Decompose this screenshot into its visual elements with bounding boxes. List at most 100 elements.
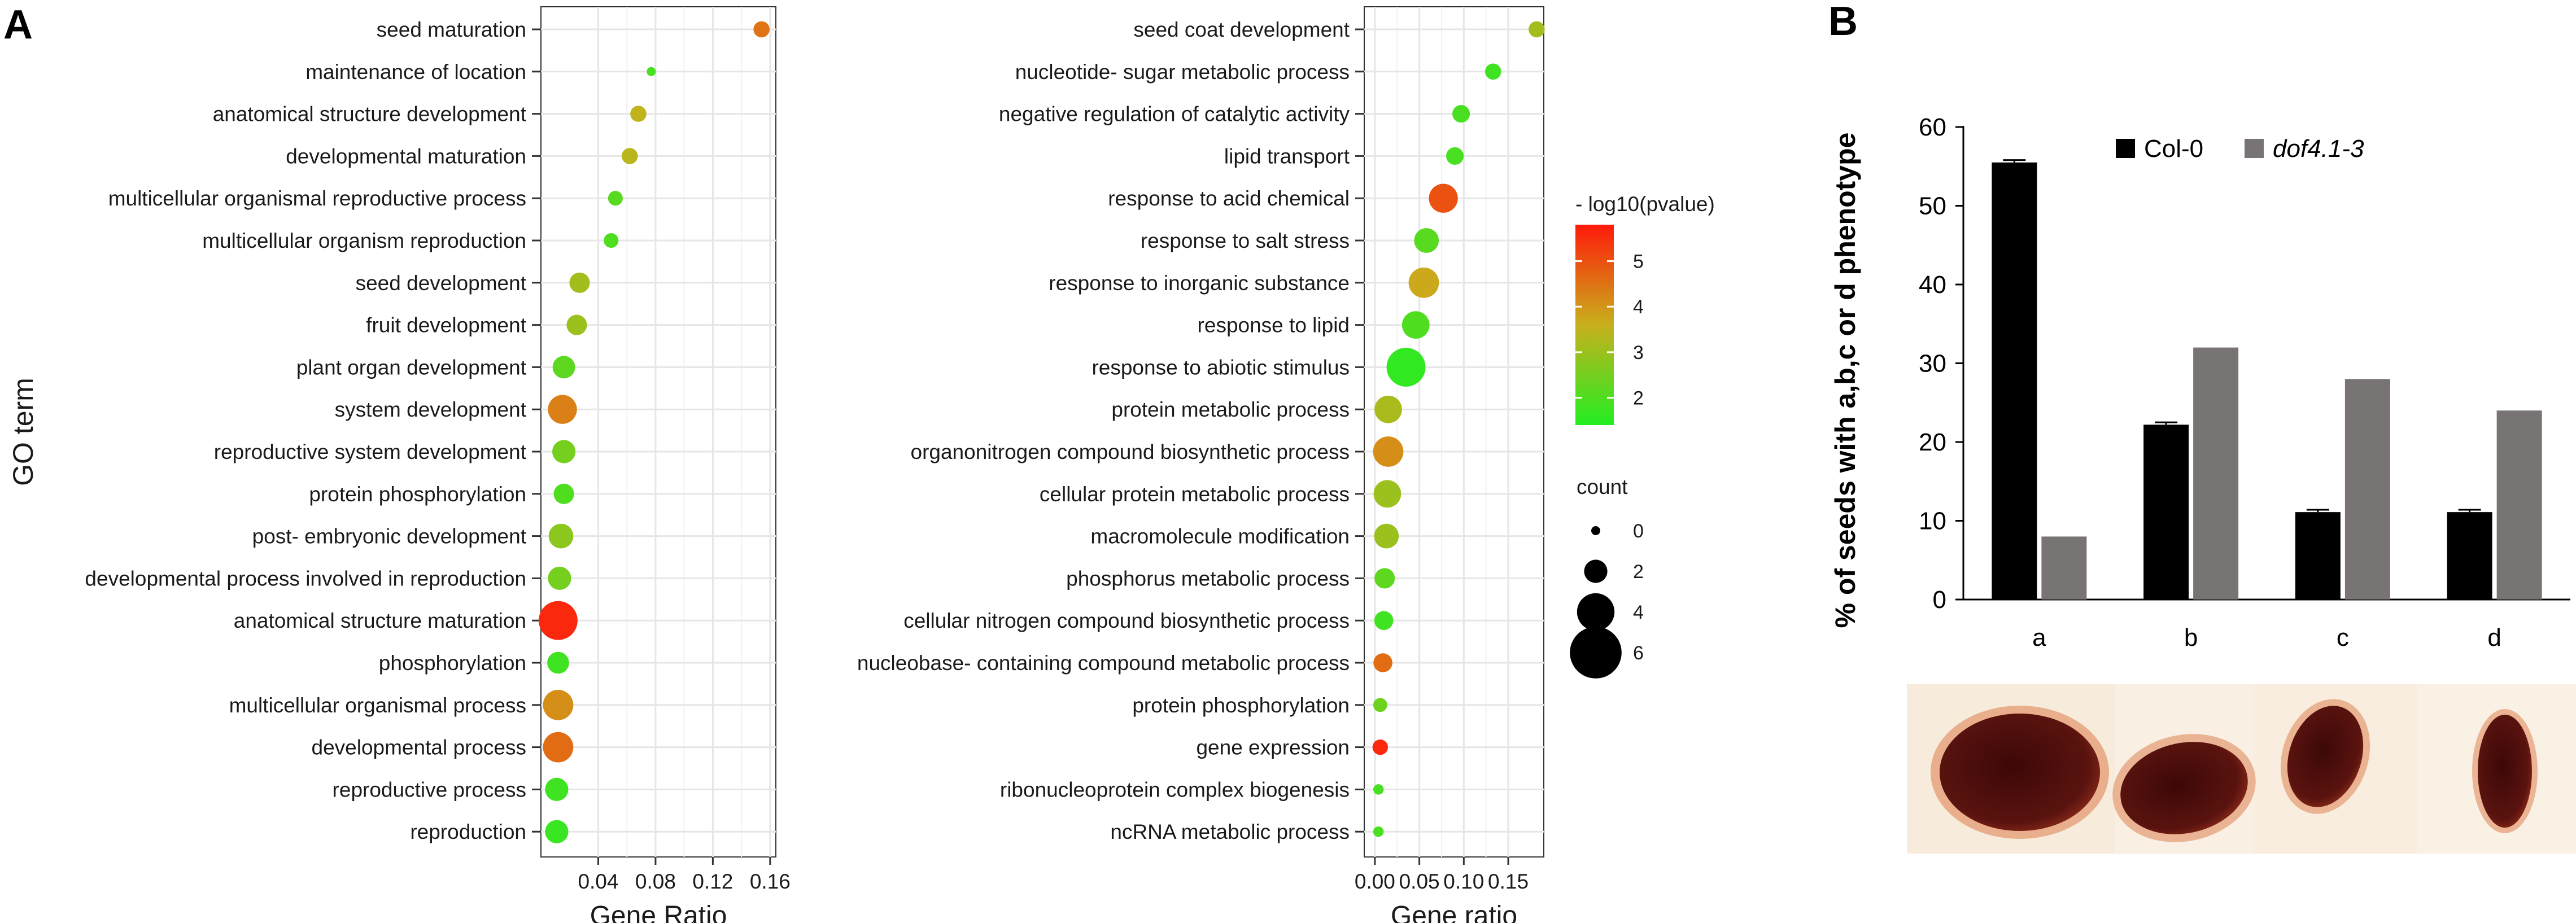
go-term-label: response to abiotic stimulus — [1091, 356, 1350, 379]
colorbar-tick-label: 5 — [1633, 251, 1644, 273]
go-point — [1414, 228, 1439, 253]
go-point — [647, 67, 656, 76]
go-point — [569, 272, 590, 293]
bar-category-label: a — [2032, 624, 2046, 651]
go-point — [1529, 21, 1545, 38]
go-point — [543, 689, 574, 720]
go-term-label: phosphorus metabolic process — [1066, 567, 1350, 590]
go-bubble-chart-right: seed coat development nucleotide- sugar m… — [857, 6, 1545, 923]
size-legend-label: 2 — [1633, 561, 1644, 583]
go-term-label: seed maturation — [377, 18, 526, 41]
go-term-label: response to salt stress — [1141, 229, 1350, 252]
bar-legend-label: dof4.1-3 — [2273, 135, 2364, 163]
size-legend-label: 0 — [1633, 520, 1644, 542]
colorbar-tick-label: 2 — [1633, 388, 1644, 409]
bar-col-0 — [2447, 512, 2492, 600]
plot-panel — [1364, 6, 1544, 858]
go-point — [1401, 311, 1430, 339]
go-term-label: reproduction — [410, 820, 526, 843]
go-point — [1373, 436, 1404, 467]
panel-a-label: A — [3, 2, 33, 47]
bar-dof4-1-3 — [2041, 536, 2087, 600]
go-term-label: developmental process involved in reprod… — [85, 567, 526, 590]
bar-category-label: d — [2487, 624, 2501, 651]
bar-y-tick-label: 20 — [1919, 428, 1946, 456]
go-term-label: phosphorylation — [379, 651, 526, 675]
color-legend-title: - log10(pvalue) — [1575, 193, 1715, 216]
go-point — [552, 356, 575, 379]
go-term-label: organonitrogen compound biosynthetic pro… — [911, 440, 1350, 463]
go-point — [1446, 147, 1464, 165]
bar-dof4-1-3 — [2193, 347, 2239, 600]
go-term-label: cellular nitrogen compound biosynthetic … — [903, 609, 1350, 632]
bar-category-label: b — [2184, 624, 2198, 651]
go-point — [543, 732, 574, 763]
x-tick-label: 0.12 — [692, 870, 733, 893]
go-point — [553, 483, 574, 504]
go-point — [1386, 347, 1426, 387]
bar-category-label: c — [2337, 624, 2349, 651]
go-term-label: anatomical structure maturation — [234, 609, 526, 632]
size-legend-dot — [1570, 627, 1622, 679]
go-point — [1374, 523, 1399, 549]
plot-panel — [540, 6, 776, 858]
go-term-label: lipid transport — [1224, 145, 1350, 168]
go-point — [1374, 611, 1394, 631]
go-point — [547, 651, 569, 674]
go-point — [630, 106, 647, 122]
go-term-label: fruit development — [366, 314, 527, 337]
y-axis-title: GO term — [7, 378, 39, 486]
go-point — [1373, 698, 1387, 712]
size-legend-dot — [1584, 559, 1608, 583]
go-point — [1373, 480, 1401, 508]
go-term-label: multicellular organismal process — [229, 694, 526, 717]
bar-y-tick-label: 30 — [1919, 350, 1946, 378]
go-bubble-chart-left: seed maturation maintenance of location an… — [7, 6, 791, 923]
bar-y-tick-label: 50 — [1919, 193, 1946, 220]
x-tick-label: 0.04 — [578, 870, 618, 893]
go-term-label: protein phosphorylation — [309, 483, 526, 506]
bar-legend-label: Col-0 — [2144, 135, 2203, 163]
go-point — [566, 314, 587, 335]
go-term-label: plant organ development — [296, 356, 527, 379]
go-term-label: negative regulation of catalytic activit… — [999, 103, 1350, 126]
size-legend-dot — [1591, 526, 1600, 535]
size-legend-label: 6 — [1633, 642, 1644, 664]
size-legend-label: 4 — [1633, 602, 1644, 623]
go-term-label: protein metabolic process — [1111, 398, 1350, 421]
go-term-label: developmental process — [312, 736, 527, 759]
go-term-label: response to acid chemical — [1108, 187, 1350, 210]
x-axis-title: Gene ratio — [1391, 901, 1517, 923]
go-point — [753, 21, 770, 38]
go-term-label: reproductive system development — [214, 440, 527, 463]
bar-dof4-1-3 — [2344, 379, 2390, 600]
go-term-label: seed development — [356, 272, 527, 295]
go-term-label: response to inorganic substance — [1049, 272, 1350, 295]
bar-y-tick-label: 0 — [1933, 586, 1946, 614]
go-term-label: developmental maturation — [286, 145, 526, 168]
go-term-label: ribonucleoprotein complex biogenesis — [1000, 778, 1350, 801]
seed-b-image — [2112, 734, 2256, 842]
go-term-label: post- embryonic development — [252, 525, 527, 548]
go-point — [552, 440, 576, 463]
size-legend-dot — [1577, 593, 1615, 631]
bar-col-0 — [2295, 512, 2341, 600]
go-term-label: gene expression — [1196, 736, 1350, 759]
go-point — [1429, 183, 1458, 213]
seed-d-image — [2472, 709, 2538, 833]
go-term-label: nucleobase- containing compound metaboli… — [857, 651, 1350, 675]
go-point — [1372, 739, 1389, 755]
go-point — [1374, 568, 1395, 589]
x-tick-label: 0.10 — [1443, 870, 1484, 893]
go-term-label: reproductive process — [333, 778, 526, 801]
x-axis-title: Gene Ratio — [590, 901, 727, 923]
go-point — [548, 566, 571, 590]
go-term-label: seed coat development — [1133, 18, 1350, 41]
bar-y-tick-label: 60 — [1919, 113, 1946, 141]
bar-legend-swatch — [2116, 139, 2135, 158]
go-point — [608, 191, 623, 206]
x-tick-label: 0.15 — [1488, 870, 1529, 893]
seed-c-image — [2280, 699, 2370, 814]
go-point — [538, 601, 578, 640]
